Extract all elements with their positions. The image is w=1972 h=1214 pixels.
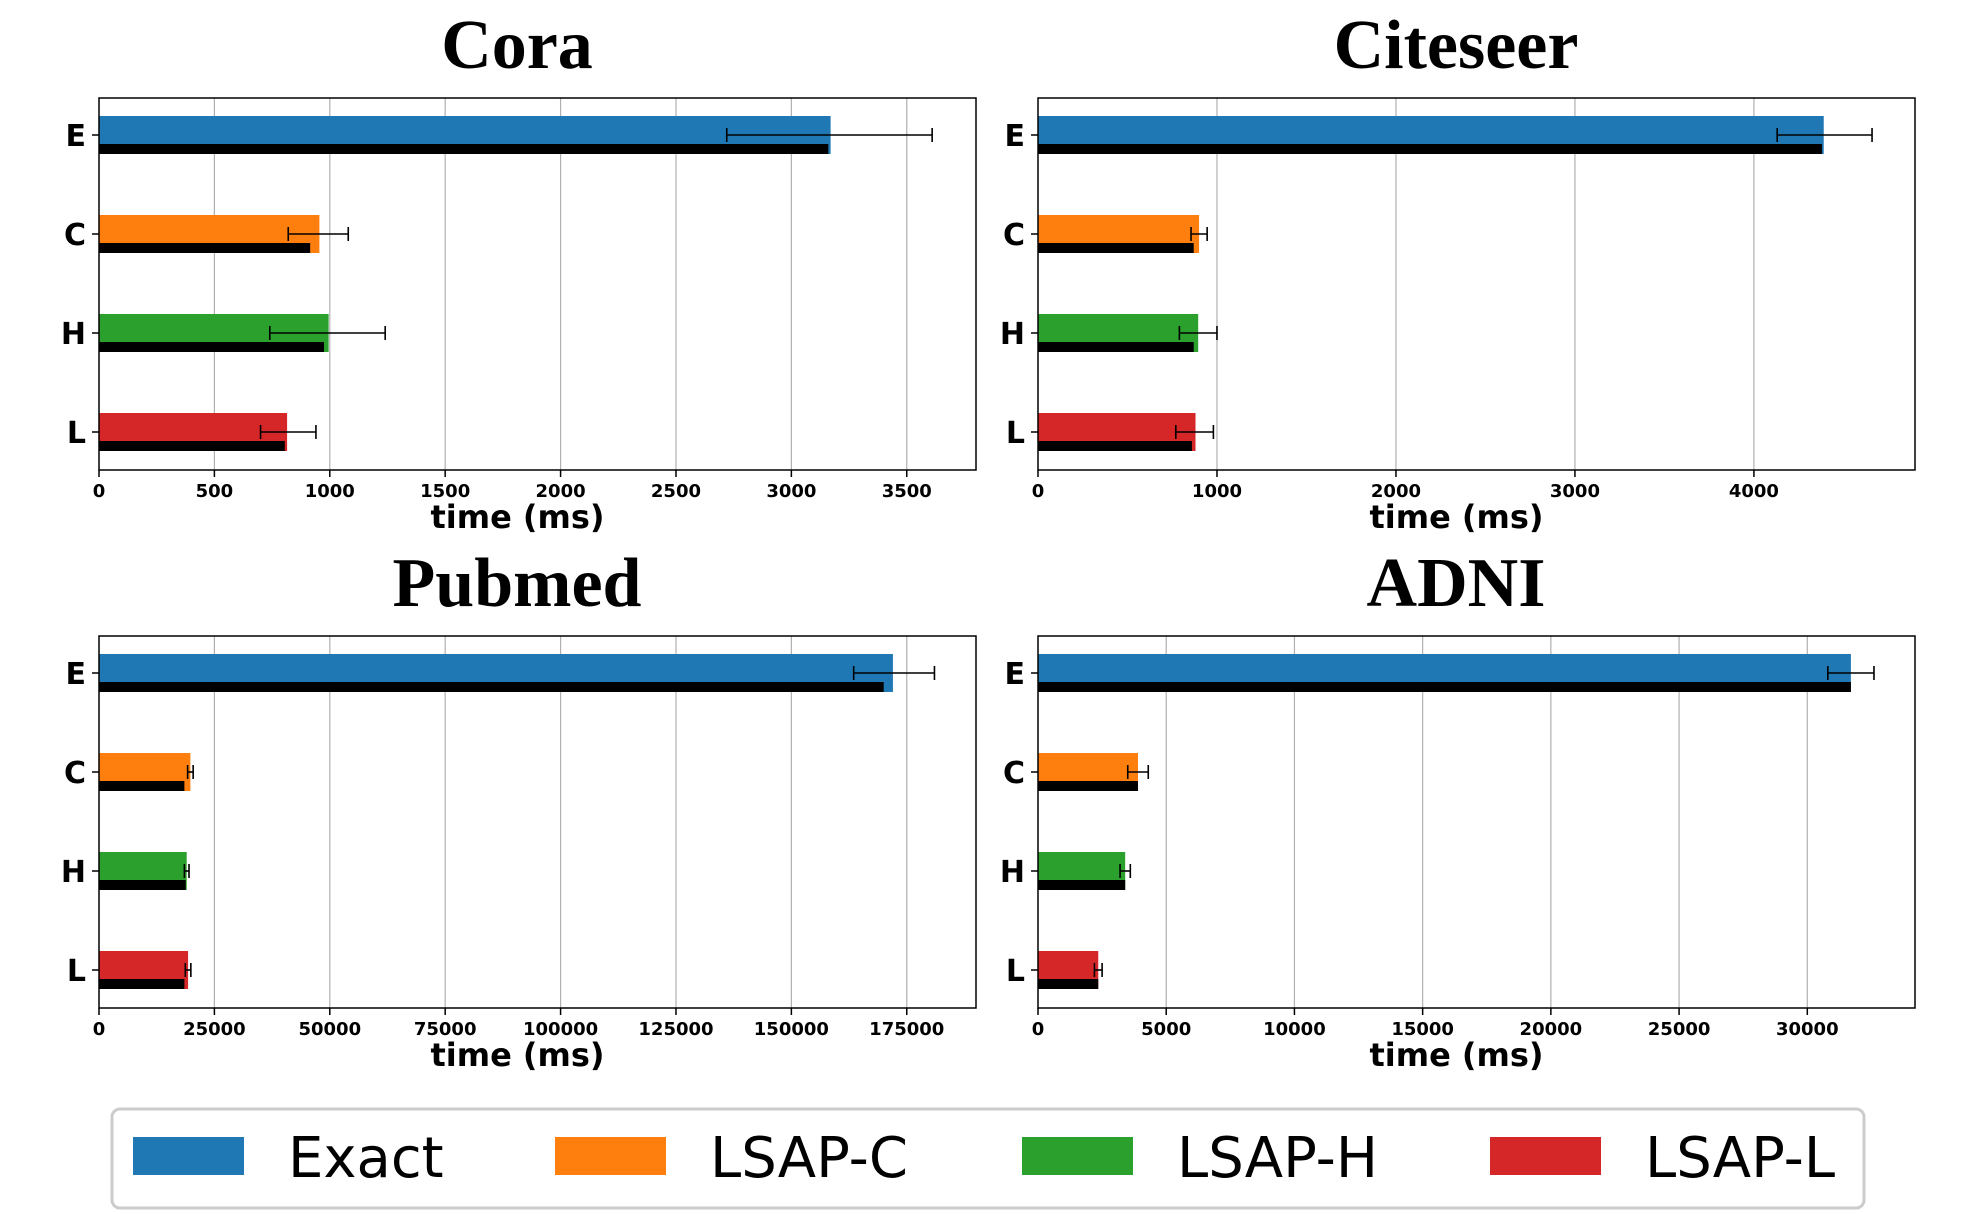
x-tick-label: 30000 [1776,1019,1839,1040]
bar-overlay-c [1038,781,1139,791]
x-tick-label: 125000 [638,1019,713,1040]
legend-items: Exact LSAP-C LSAP-H LSAP-L [133,1126,1835,1191]
bar-overlay-e [99,682,884,692]
x-axis-label: time (ms) [1369,498,1543,536]
x-tick-label: 15000 [1391,1019,1454,1040]
chart-panel-pubmed: Pubmed E C H L 0 25000 50000 75000 100000 125000 15… [61,545,977,1074]
legend-frame [110,1107,1866,1210]
x-tick-label: 25000 [183,1019,246,1040]
plot-frame [98,97,977,471]
bar-overlay-l [99,441,285,451]
x-tick-label: 0 [93,1019,106,1040]
bar-overlay-h [1038,342,1194,352]
x-axis-label: time (ms) [1369,1036,1543,1074]
category-label: H [1000,855,1025,890]
x-tick-label: 2000 [1371,481,1421,502]
chart-panels: Cora E C H L 0 500 1000 1500 2000 2500 3000 3500 time… [61,7,1916,1074]
category-label: E [66,657,87,692]
category-label: H [1000,317,1025,352]
bar-overlay-e [1038,144,1822,154]
x-tick-label: 20000 [1520,1019,1583,1040]
category-label: C [1003,218,1025,253]
x-tick-label: 1500 [420,481,470,502]
x-tick-label: 10000 [1263,1019,1326,1040]
x-tick-label: 25000 [1648,1019,1711,1040]
legend-label: Exact [288,1126,444,1191]
x-axis-label: time (ms) [430,498,604,536]
x-tick-label: 2500 [651,481,701,502]
legend-swatch [555,1137,666,1175]
chart-panel-cora: Cora E C H L 0 500 1000 1500 2000 2500 3000 3500 time… [61,7,977,536]
category-label: E [1005,657,1026,692]
legend: Exact LSAP-C LSAP-H LSAP-L [110,1107,1866,1210]
legend-swatch [133,1137,244,1175]
x-tick-label: 75000 [414,1019,477,1040]
x-tick-label: 500 [196,481,234,502]
x-tick-label: 3500 [882,481,932,502]
x-tick-label: 150000 [754,1019,829,1040]
x-tick-label: 100000 [523,1019,598,1040]
category-label: L [67,416,86,451]
bar-overlay-l [99,979,185,989]
category-label: C [64,218,86,253]
category-label: H [61,317,86,352]
x-tick-label: 50000 [298,1019,361,1040]
chart-title: Cora [441,7,593,84]
x-tick-label: 3000 [1550,481,1600,502]
x-tick-label: 175000 [869,1019,944,1040]
category-label: H [61,855,86,890]
bar-overlay-h [99,342,325,352]
legend-swatch [1490,1137,1601,1175]
x-tick-label: 2000 [536,481,586,502]
legend-item-exact: Exact [133,1126,444,1191]
legend-item-lsap-c: LSAP-C [555,1126,908,1191]
category-label: L [1006,416,1025,451]
bar-overlay-c [1038,243,1194,253]
chart-panel-adni: ADNI E C H L 0 5000 10000 15000 20000 25000 30000 ti… [1000,545,1916,1074]
plot-frame [1037,635,1916,1009]
x-tick-label: 0 [93,481,106,502]
bar-overlay-l [1038,979,1099,989]
x-tick-label: 0 [1032,481,1045,502]
chart-title: Citeseer [1334,7,1579,84]
category-label: L [1006,954,1025,989]
chart-title: Pubmed [393,545,642,622]
x-tick-label: 3000 [766,481,816,502]
x-tick-label: 0 [1032,1019,1045,1040]
plot-frame [98,635,977,1009]
legend-label: LSAP-H [1177,1126,1378,1191]
x-tick-label: 5000 [1141,1019,1191,1040]
legend-item-lsap-h: LSAP-H [1022,1126,1378,1191]
legend-label: LSAP-C [710,1126,908,1191]
chart-title: ADNI [1367,545,1546,622]
category-label: L [67,954,86,989]
category-label: C [1003,756,1025,791]
x-axis-label: time (ms) [430,1036,604,1074]
legend-item-lsap-l: LSAP-L [1490,1126,1835,1191]
bar-overlay-l [1038,441,1192,451]
legend-swatch [1022,1137,1133,1175]
x-tick-label: 1000 [305,481,355,502]
bar-overlay-c [99,243,311,253]
bar-overlay-e [1038,682,1851,692]
category-label: E [1005,119,1026,154]
x-tick-label: 4000 [1729,481,1779,502]
category-label: E [66,119,87,154]
legend-label: LSAP-L [1645,1126,1835,1191]
bar-overlay-c [99,781,185,791]
bar-overlay-h [99,880,186,890]
bar-overlay-e [99,144,829,154]
chart-panel-citeseer: Citeseer E C H L 0 1000 2000 3000 4000 time (ms) [1000,7,1916,536]
x-tick-label: 1000 [1192,481,1242,502]
category-label: C [64,756,86,791]
plot-frame [1037,97,1916,471]
bar-overlay-h [1038,880,1126,890]
